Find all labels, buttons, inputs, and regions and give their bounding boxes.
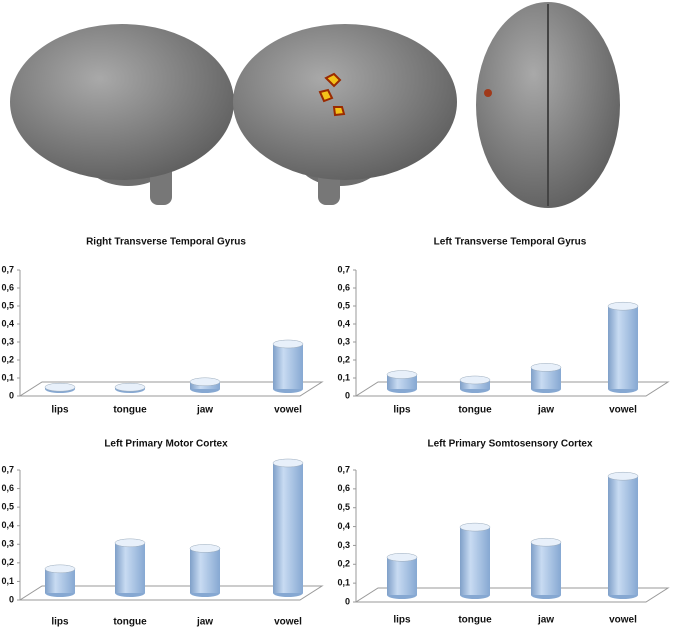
bar-cap <box>530 363 562 372</box>
y-tick-label: 0,1 <box>337 372 350 382</box>
y-tick-label: 0,5 <box>337 300 350 310</box>
chart-title: Left Transverse Temporal Gyrus <box>434 237 587 248</box>
y-tick-label: 0,1 <box>337 578 350 588</box>
y-tick-label: 0 <box>9 390 14 400</box>
y-tick-label: 0 <box>345 596 350 606</box>
bar <box>531 367 561 389</box>
y-tick-label: 0,7 <box>1 464 14 474</box>
y-tick-label: 0,2 <box>1 557 14 567</box>
x-tick-label: tongue <box>458 405 492 416</box>
bar-cap <box>44 382 76 392</box>
bar-cap <box>607 471 639 481</box>
bar <box>190 548 220 593</box>
x-tick-label: lips <box>51 405 69 416</box>
bar-cap <box>386 370 418 379</box>
y-tick-label: 0,7 <box>337 264 350 274</box>
bar-cap <box>114 538 146 548</box>
bar-cap <box>530 537 562 547</box>
y-tick-label: 0,5 <box>337 502 350 512</box>
y-tick-label: 0 <box>345 390 350 400</box>
x-tick-label: vowel <box>609 405 637 416</box>
bar-cap <box>272 339 304 349</box>
bar <box>273 344 303 389</box>
y-tick-label: 0,3 <box>1 539 14 549</box>
bar <box>460 380 490 389</box>
x-tick-label: jaw <box>196 405 213 416</box>
chart-title: Left Primary Motor Cortex <box>104 439 228 450</box>
y-tick-label: 0,4 <box>1 318 14 328</box>
x-tick-label: jaw <box>537 615 554 626</box>
bar-cap <box>459 375 491 385</box>
bar <box>608 476 638 595</box>
bar-cap <box>44 564 76 574</box>
y-tick-label: 0,4 <box>337 521 350 531</box>
y-tick-label: 0,6 <box>337 483 350 493</box>
x-tick-label: tongue <box>458 615 492 626</box>
y-tick-label: 0,7 <box>337 464 350 474</box>
bar <box>387 557 417 595</box>
x-tick-label: vowel <box>274 617 302 628</box>
y-tick-label: 0,1 <box>1 576 14 586</box>
y-tick-label: 0,6 <box>1 282 14 292</box>
bar-cap <box>189 377 221 387</box>
floor <box>354 381 670 397</box>
bar-cap <box>386 553 418 562</box>
x-tick-label: jaw <box>537 405 554 416</box>
bar <box>460 527 490 595</box>
y-tick-label: 0,4 <box>337 318 350 328</box>
bar <box>273 463 303 593</box>
bar-cap <box>459 522 491 532</box>
bar <box>608 306 638 389</box>
brain-images <box>10 2 620 208</box>
bar <box>115 542 145 593</box>
y-tick-label: 0,2 <box>337 559 350 569</box>
y-tick-label: 0,5 <box>1 502 14 512</box>
bar-cap <box>607 301 639 311</box>
x-tick-label: tongue <box>113 617 147 628</box>
y-tick-label: 0,7 <box>1 264 14 274</box>
x-tick-label: tongue <box>113 405 147 416</box>
y-tick-label: 0,3 <box>337 540 350 550</box>
y-tick-label: 0,3 <box>1 336 14 346</box>
bar-cap <box>114 382 146 392</box>
y-tick-label: 0,3 <box>337 336 350 346</box>
x-tick-label: vowel <box>609 615 637 626</box>
chart-title: Right Transverse Temporal Gyrus <box>86 237 246 248</box>
bar-cap <box>189 544 221 553</box>
floor <box>18 585 324 601</box>
y-tick-label: 0,1 <box>1 372 14 382</box>
x-tick-label: lips <box>393 615 411 626</box>
floor <box>18 381 324 397</box>
chart-title: Left Primary Somtosensory Cortex <box>427 439 592 450</box>
x-tick-label: lips <box>51 617 69 628</box>
bar-cap <box>272 458 304 468</box>
y-tick-label: 0,6 <box>1 483 14 493</box>
y-tick-label: 0 <box>9 594 14 604</box>
bar <box>531 542 561 595</box>
x-tick-label: jaw <box>196 617 213 628</box>
y-tick-label: 0,2 <box>1 354 14 364</box>
y-tick-label: 0,2 <box>337 354 350 364</box>
y-tick-label: 0,5 <box>1 300 14 310</box>
y-tick-label: 0,4 <box>1 520 14 530</box>
x-tick-label: lips <box>393 405 411 416</box>
floor <box>354 587 670 603</box>
x-tick-label: vowel <box>274 405 302 416</box>
y-tick-label: 0,6 <box>337 282 350 292</box>
